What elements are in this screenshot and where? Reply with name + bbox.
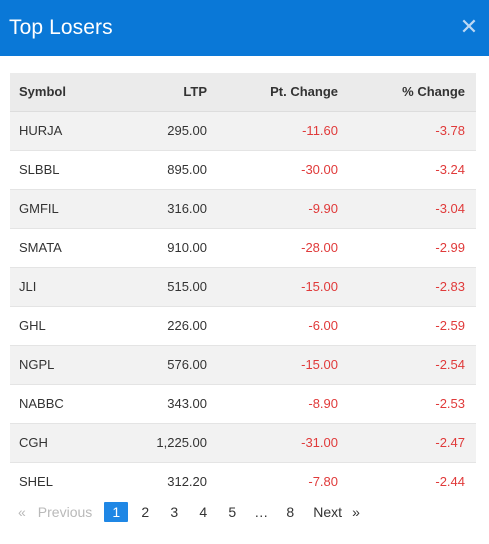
top-losers-table: Symbol LTP Pt. Change % Change HURJA 295.… [10, 73, 476, 500]
cell-ltp: 226.00 [120, 306, 207, 346]
column-header-pt-change[interactable]: Pt. Change [207, 73, 340, 112]
pagination: « Previous 1 2 3 4 5 … 8 Next » [10, 500, 360, 524]
cell-ltp: 515.00 [120, 267, 207, 307]
cell-pct-change: -3.78 [340, 111, 476, 151]
cell-pct-change: -2.47 [340, 423, 476, 463]
cell-ltp: 316.00 [120, 189, 207, 229]
cell-pt-change: -7.80 [207, 462, 340, 500]
cell-pt-change: -28.00 [207, 228, 340, 268]
cell-symbol: CGH [10, 423, 120, 463]
modal-title: Top Losers [9, 16, 113, 39]
page-button-4[interactable]: 4 [199, 504, 208, 520]
cell-ltp: 343.00 [120, 384, 207, 424]
cell-pt-change: -15.00 [207, 267, 340, 307]
cell-symbol: NABBC [10, 384, 120, 424]
table-row[interactable]: SHEL 312.20 -7.80 -2.44 [10, 462, 476, 500]
page-button-2[interactable]: 2 [141, 504, 150, 520]
cell-symbol: NGPL [10, 345, 120, 385]
cell-pt-change: -31.00 [207, 423, 340, 463]
cell-pt-change: -8.90 [207, 384, 340, 424]
cell-pt-change: -15.00 [207, 345, 340, 385]
cell-pt-change: -30.00 [207, 150, 340, 190]
cell-pct-change: -2.53 [340, 384, 476, 424]
cell-symbol: GHL [10, 306, 120, 346]
table-row[interactable]: HURJA 295.00 -11.60 -3.78 [10, 111, 476, 151]
table-header-row: Symbol LTP Pt. Change % Change [10, 73, 476, 112]
cell-pct-change: -3.04 [340, 189, 476, 229]
table-row[interactable]: NABBC 343.00 -8.90 -2.53 [10, 384, 476, 424]
cell-ltp: 576.00 [120, 345, 207, 385]
cell-symbol: JLI [10, 267, 120, 307]
next-label: Next [313, 504, 343, 520]
table-row[interactable]: GHL 226.00 -6.00 -2.59 [10, 306, 476, 346]
page-button-5[interactable]: 5 [228, 504, 237, 520]
cell-ltp: 895.00 [120, 150, 207, 190]
page-button-8[interactable]: 8 [286, 504, 295, 520]
cell-pct-change: -2.59 [340, 306, 476, 346]
pagination-ellipsis: … [254, 504, 269, 520]
next-button[interactable]: Next » [313, 502, 360, 522]
table-row[interactable]: JLI 515.00 -15.00 -2.83 [10, 267, 476, 307]
cell-symbol: HURJA [10, 111, 120, 151]
column-header-symbol[interactable]: Symbol [10, 73, 120, 112]
table-row[interactable]: GMFIL 316.00 -9.90 -3.04 [10, 189, 476, 229]
column-header-ltp[interactable]: LTP [120, 73, 207, 112]
next-arrow-icon: » [352, 504, 360, 520]
cell-ltp: 1,225.00 [120, 423, 207, 463]
cell-pt-change: -9.90 [207, 189, 340, 229]
modal-header: Top Losers ✕ [0, 0, 489, 56]
previous-label: Previous [37, 504, 93, 520]
page-button-3[interactable]: 3 [170, 504, 179, 520]
cell-ltp: 312.20 [120, 462, 207, 500]
cell-pct-change: -2.44 [340, 462, 476, 500]
cell-ltp: 910.00 [120, 228, 207, 268]
table-row[interactable]: CGH 1,225.00 -31.00 -2.47 [10, 423, 476, 463]
column-header-pct-change[interactable]: % Change [340, 73, 476, 112]
cell-symbol: SLBBL [10, 150, 120, 190]
prev-arrow-icon: « [18, 504, 26, 520]
table-row[interactable]: NGPL 576.00 -15.00 -2.54 [10, 345, 476, 385]
table-row[interactable]: SMATA 910.00 -28.00 -2.99 [10, 228, 476, 268]
previous-button[interactable]: « Previous [18, 502, 92, 522]
cell-pt-change: -6.00 [207, 306, 340, 346]
page-button-1[interactable]: 1 [104, 502, 129, 522]
cell-symbol: SHEL [10, 462, 120, 500]
table-row[interactable]: SLBBL 895.00 -30.00 -3.24 [10, 150, 476, 190]
cell-symbol: GMFIL [10, 189, 120, 229]
cell-pct-change: -2.99 [340, 228, 476, 268]
close-icon[interactable]: ✕ [459, 14, 479, 39]
cell-pct-change: -2.83 [340, 267, 476, 307]
cell-symbol: SMATA [10, 228, 120, 268]
cell-pt-change: -11.60 [207, 111, 340, 151]
cell-pct-change: -2.54 [340, 345, 476, 385]
cell-ltp: 295.00 [120, 111, 207, 151]
cell-pct-change: -3.24 [340, 150, 476, 190]
